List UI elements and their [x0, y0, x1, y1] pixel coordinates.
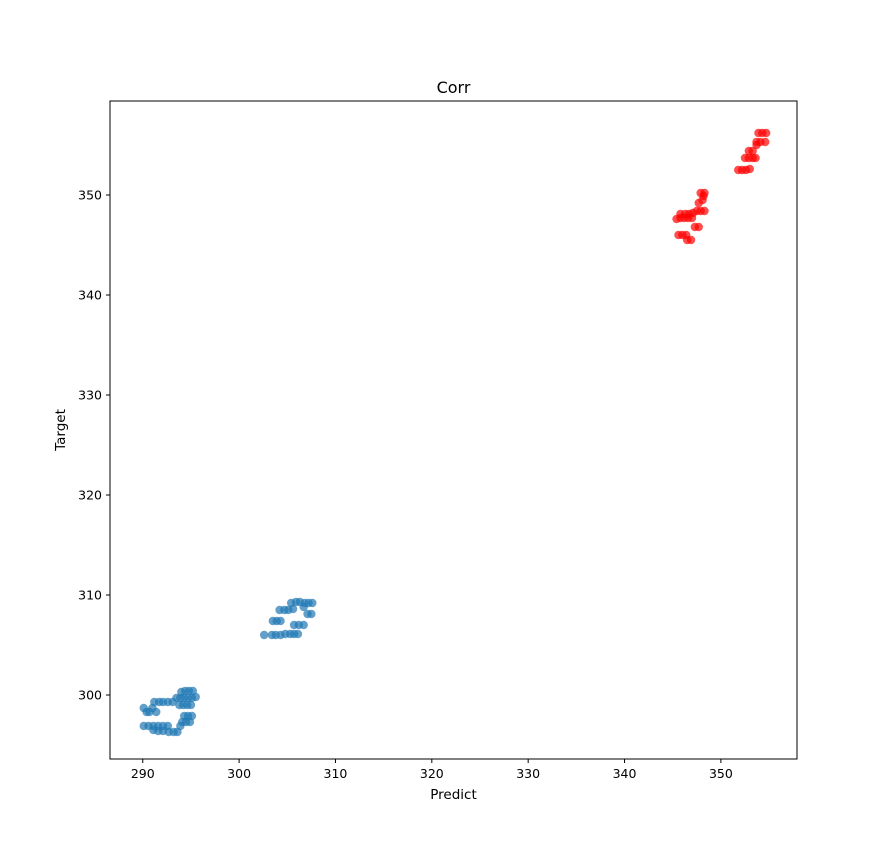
data-point-series-2	[686, 235, 696, 245]
x-axis-label: Predict	[430, 787, 477, 803]
data-point-series-2	[748, 146, 757, 156]
y-axis-label: Target	[53, 409, 69, 452]
data-point-series-2	[761, 128, 771, 138]
data-point-series-1	[152, 707, 161, 717]
data-point-series-1	[299, 602, 308, 612]
y-tick-label: 320	[78, 488, 102, 503]
y-tick-label: 350	[78, 188, 102, 203]
data-point-series-1	[276, 616, 285, 626]
data-point-series-1	[299, 620, 308, 630]
data-point-series-1	[308, 598, 317, 608]
x-tick-label: 290	[131, 766, 155, 781]
data-point-series-2	[761, 137, 770, 147]
data-point-series-1	[307, 609, 316, 619]
x-tick-label: 320	[420, 766, 444, 781]
data-point-series-1	[259, 630, 269, 640]
data-point-series-2	[696, 188, 705, 198]
y-tick-label: 340	[78, 288, 102, 303]
x-tick-label: 330	[516, 766, 540, 781]
data-point-series-1	[187, 711, 197, 721]
x-tick-label: 310	[324, 766, 348, 781]
x-tick-label: 350	[709, 766, 733, 781]
data-point-series-2	[751, 153, 760, 163]
y-tick-label: 330	[78, 388, 102, 403]
chart-title: Corr	[437, 78, 471, 97]
data-point-series-1	[293, 629, 303, 639]
data-point-series-1	[186, 700, 196, 710]
points-layer	[139, 128, 771, 737]
data-point-series-2	[745, 164, 754, 174]
x-axis-ticks: 290 300 310 320 330 340 350	[131, 759, 733, 781]
data-point-series-2	[700, 206, 709, 216]
x-tick-label: 340	[613, 766, 637, 781]
y-axis-ticks: 300 310 320 330 340 350	[78, 188, 110, 703]
plot-frame	[109, 100, 798, 760]
x-tick-label: 300	[227, 766, 251, 781]
data-point-series-2	[694, 222, 703, 232]
data-point-series-1	[188, 686, 198, 696]
y-tick-label: 300	[78, 688, 102, 703]
y-tick-label: 310	[78, 588, 102, 603]
